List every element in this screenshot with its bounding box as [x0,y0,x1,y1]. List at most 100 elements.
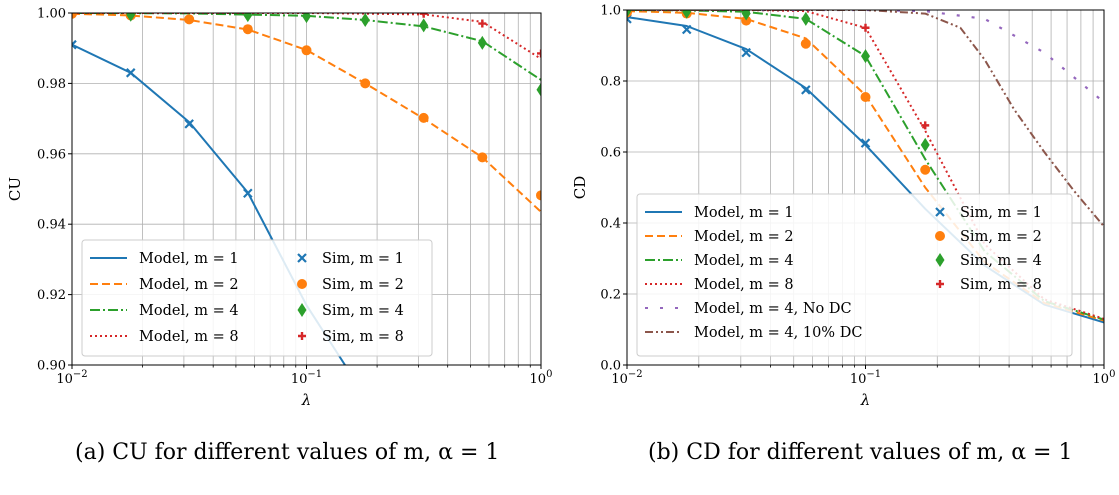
y-tick-label: 0.0 [600,359,621,374]
legend-marker-m1 [297,253,307,263]
y-tick-label: 0.96 [37,147,66,162]
data-point-circle [360,78,371,89]
marker-series-m4 [627,10,930,152]
x-axis-label: λ [301,391,312,409]
y-tick-labels: 0.0 0.2 0.4 0.6 0.8 1.0 [600,4,627,374]
x-tick-label: 100 [530,369,553,387]
legend-label: Model, m = 4, 10% DC [694,325,862,341]
chart-panel-b: 0.0 0.2 0.4 0.6 0.8 1.0 10−2 10−1 100 λ CD Model, m… [571,4,1115,410]
data-point-diamond [741,10,751,21]
data-point-diamond [861,49,870,64]
legend-label: Model, m = 2 [139,277,239,293]
y-tick-label: 0.2 [600,288,621,303]
series-line-m2-dashed [72,13,541,213]
y-tick-label: 1.00 [37,7,66,22]
data-point-circle [741,15,752,26]
legend-marker-m4 [935,253,945,267]
caption-a: (a) CU for different values of m, α = 1 [75,440,500,465]
data-point-plus [478,19,487,28]
data-point-diamond [627,10,632,18]
legend-label: Model, m = 2 [694,229,794,245]
x-tick-labels: 10−2 10−1 100 [56,365,552,387]
marker-series-m8 [419,13,541,58]
x-tick-label: 100 [1093,369,1116,387]
legend: Model, m = 1 Model, m = 2 Model, m = 4 Mode… [81,239,433,357]
data-point-plus [921,121,930,130]
data-point-diamond [536,82,541,97]
legend-label: Model, m = 4 [139,303,239,319]
legend-marker-m2 [297,279,307,289]
data-point-diamond [243,13,253,23]
legend-label: Model, m = 8 [694,277,794,293]
legend-label: Model, m = 1 [694,205,794,221]
x-axis-label: λ [860,391,871,409]
data-point-x [681,24,692,35]
data-point-circle [72,13,77,19]
legend-marker-m8 [298,332,306,340]
data-point-diamond [126,13,136,22]
data-point-diamond [682,10,692,19]
data-point-diamond [801,11,811,26]
x-tick-label: 10−2 [56,369,87,387]
series-line-dc10-dashdotdot [627,10,1104,228]
caption-b: (b) CD for different values of m, α = 1 [648,440,1073,465]
y-tick-label: 0.98 [37,77,66,92]
chart-panel-a: 0.90 0.92 0.94 0.96 0.98 1.00 10−2 10−1 100 λ CU Mo… [6,7,552,410]
marker-series-m1 [72,39,253,199]
data-point-circle [242,24,253,35]
data-point-x [125,68,136,78]
legend: Model, m = 1 Model, m = 2 Model, m = 4 Mode… [636,193,1073,357]
data-point-x [860,138,871,148]
data-point-circle [920,164,931,175]
legend-label: Sim, m = 2 [322,277,404,293]
y-tick-label: 0.90 [37,359,66,374]
marker-series-m2 [72,13,541,201]
y-tick-label: 0.8 [600,75,621,90]
y-axis-label: CU [6,177,24,201]
legend-marker-m1 [935,207,945,217]
legend-marker-m4 [297,303,307,317]
legend-label: Sim, m = 4 [960,253,1042,269]
y-tick-label: 1.0 [600,4,621,19]
y-tick-labels: 0.90 0.92 0.94 0.96 0.98 1.00 [37,7,72,374]
legend-label: Model, m = 1 [139,251,239,267]
x-tick-label: 10−2 [611,369,642,387]
marker-series-m2 [627,10,931,175]
y-tick-label: 0.4 [600,217,621,232]
data-point-circle [800,38,811,49]
data-point-x [801,85,811,95]
legend-box [81,239,433,357]
marker-series-m8 [861,23,930,130]
data-point-circle [301,45,312,56]
data-point-diamond [920,137,930,152]
x-tick-labels: 10−2 10−1 100 [611,365,1115,387]
x-tick-label: 10−1 [291,369,322,387]
marker-series-m4 [126,13,541,97]
legend-label: Sim, m = 1 [322,251,404,267]
data-point-circle [418,112,429,123]
data-point-plus [419,13,428,18]
data-point-circle [477,152,488,163]
legend-label: Model, m = 4 [694,253,794,269]
legend-label: Model, m = 8 [139,329,239,345]
legend-label: Model, m = 4, No DC [694,301,852,317]
data-point-diamond [419,18,429,33]
data-point-plus [537,49,541,58]
legend-label: Sim, m = 8 [322,329,404,345]
data-point-x [243,188,253,199]
legend-label: Sim, m = 4 [322,303,404,319]
legend-label: Sim, m = 2 [960,229,1042,245]
data-point-diamond [360,13,370,28]
data-point-circle [184,14,195,25]
x-tick-label: 10−1 [850,369,881,387]
data-point-circle [536,190,541,201]
y-tick-label: 0.94 [37,218,66,233]
data-point-x [184,119,194,129]
data-point-x [741,47,751,58]
legend-marker-m2 [935,231,945,241]
data-point-circle [860,91,871,102]
data-point-x [72,39,77,50]
y-axis-label: CD [571,176,589,200]
legend-marker-m8 [936,280,944,288]
